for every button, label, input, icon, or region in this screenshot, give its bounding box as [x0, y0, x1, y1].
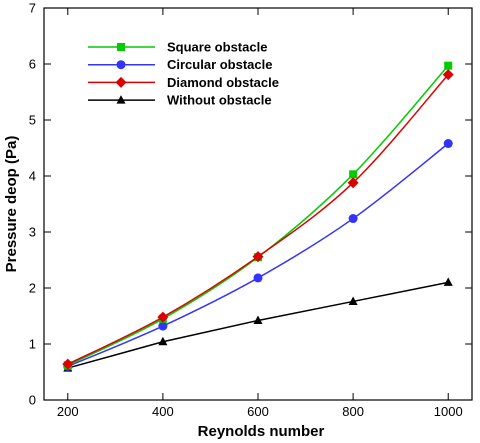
legend-item-square-obstacle: Square obstacle — [88, 40, 267, 55]
y-tick-label: 7 — [29, 1, 36, 16]
y-tick-label: 5 — [29, 113, 36, 128]
legend-item-circular-obstacle: Circular obstacle — [88, 57, 273, 72]
legend-item-diamond-obstacle: Diamond obstacle — [88, 75, 279, 90]
legend-marker-diamond-obstacle — [115, 76, 127, 88]
legend: Square obstacle Circular obstacle Diamond … — [88, 40, 279, 108]
data-point-circular-obstacle — [253, 273, 263, 283]
legend-marker-square-obstacle — [117, 43, 125, 51]
data-point-diamond-obstacle — [157, 311, 169, 323]
data-point-diamond-obstacle — [252, 251, 264, 263]
plot-series — [62, 61, 454, 372]
data-point-without-obstacle — [158, 336, 168, 346]
axes: 200 400 600 800 1000 0 1 2 3 4 5 6 7 — [29, 1, 473, 419]
data-point-circular-obstacle — [348, 214, 358, 224]
legend-label-square-obstacle: Square obstacle — [167, 40, 267, 55]
legend-label-diamond-obstacle: Diamond obstacle — [167, 75, 279, 90]
legend-label-without-obstacle: Without obstacle — [167, 93, 272, 108]
data-point-circular-obstacle — [158, 321, 168, 331]
legend-item-without-obstacle: Without obstacle — [88, 93, 272, 108]
x-tick-label: 200 — [57, 404, 79, 419]
data-point-without-obstacle — [253, 315, 263, 324]
y-tick-label: 4 — [29, 169, 36, 184]
data-point-circular-obstacle — [443, 139, 453, 149]
x-tick-label: 400 — [152, 404, 174, 419]
legend-marker-without-obstacle — [116, 95, 126, 104]
series-without-obstacle — [63, 277, 453, 372]
legend-marker-circular-obstacle — [116, 60, 126, 70]
data-point-without-obstacle — [348, 296, 358, 305]
series-diamond-obstacle — [62, 69, 454, 370]
y-tick-label: 2 — [29, 281, 36, 296]
data-point-diamond-obstacle — [442, 69, 454, 81]
x-tick-label: 800 — [342, 404, 364, 419]
x-tick-label: 1000 — [434, 404, 463, 419]
data-point-diamond-obstacle — [62, 358, 74, 370]
data-point-diamond-obstacle — [347, 177, 359, 189]
y-tick-label: 1 — [29, 337, 36, 352]
legend-label-circular-obstacle: Circular obstacle — [167, 57, 273, 72]
data-point-square-obstacle — [349, 170, 358, 179]
y-axis-title: Pressure deop (Pa) — [3, 136, 20, 273]
x-tick-label: 600 — [247, 404, 269, 419]
y-tick-label: 6 — [29, 57, 36, 72]
x-axis-title: Reynolds number — [198, 423, 325, 440]
data-point-square-obstacle — [444, 61, 453, 70]
series-line-without-obstacle — [67, 281, 449, 369]
data-point-without-obstacle — [443, 277, 453, 286]
y-tick-label: 0 — [29, 393, 36, 408]
y-tick-label: 3 — [29, 225, 36, 240]
